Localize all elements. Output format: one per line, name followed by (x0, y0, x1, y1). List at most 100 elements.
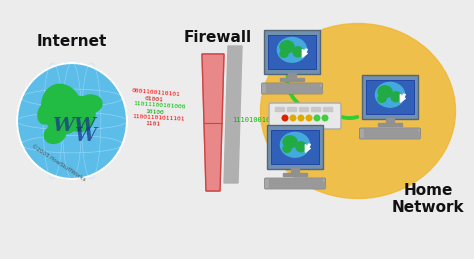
Text: 01001: 01001 (145, 96, 164, 103)
Bar (323, 107, 332, 111)
Bar (412, 132, 419, 134)
Bar (312, 185, 318, 187)
Circle shape (314, 115, 320, 121)
Bar (305, 179, 313, 181)
Ellipse shape (17, 63, 127, 179)
Bar (309, 182, 316, 184)
Circle shape (298, 115, 304, 121)
Ellipse shape (65, 97, 95, 132)
FancyBboxPatch shape (362, 75, 418, 119)
Ellipse shape (375, 82, 405, 107)
Bar (385, 135, 392, 137)
Ellipse shape (283, 136, 297, 148)
Circle shape (282, 115, 288, 121)
Bar (285, 182, 292, 184)
Ellipse shape (378, 95, 386, 102)
Ellipse shape (293, 47, 303, 57)
Ellipse shape (42, 84, 82, 134)
Ellipse shape (277, 38, 307, 62)
Polygon shape (202, 54, 224, 191)
Circle shape (290, 115, 296, 121)
Bar (302, 84, 310, 86)
Bar (396, 132, 403, 134)
Bar (282, 87, 289, 89)
Text: 11011100101000: 11011100101000 (133, 101, 186, 110)
Ellipse shape (281, 132, 310, 157)
Ellipse shape (391, 92, 401, 102)
Bar (391, 129, 399, 131)
Bar (277, 182, 283, 184)
FancyBboxPatch shape (264, 178, 325, 189)
Bar (386, 118, 394, 124)
FancyBboxPatch shape (264, 30, 320, 74)
Bar (319, 185, 325, 187)
Ellipse shape (280, 41, 294, 53)
Bar (269, 179, 277, 181)
Bar (400, 129, 408, 131)
Ellipse shape (296, 142, 306, 152)
Bar (272, 130, 319, 164)
Bar (269, 182, 276, 184)
Bar (382, 129, 390, 131)
Bar (400, 135, 406, 137)
Bar (301, 90, 308, 92)
Polygon shape (302, 49, 307, 57)
Bar (373, 129, 381, 131)
Bar (283, 173, 307, 176)
Bar (276, 185, 282, 187)
Bar (298, 87, 305, 89)
Bar (280, 90, 286, 92)
Polygon shape (224, 46, 242, 183)
Bar (301, 182, 308, 184)
Text: 10100: 10100 (145, 109, 164, 115)
Circle shape (306, 115, 312, 121)
Ellipse shape (280, 50, 288, 57)
Bar (314, 179, 322, 181)
Bar (265, 84, 273, 86)
Bar (317, 182, 324, 184)
Bar (380, 132, 387, 134)
Bar (378, 123, 402, 126)
Bar (306, 87, 313, 89)
Text: ©2003 HowStuffWorks: ©2003 HowStuffWorks (30, 143, 86, 182)
Bar (409, 129, 417, 131)
Bar (287, 179, 295, 181)
Bar (273, 87, 281, 89)
Bar (280, 78, 304, 81)
Text: Home
Network: Home Network (392, 183, 465, 215)
Text: 1101: 1101 (145, 121, 160, 127)
Text: WW: WW (52, 117, 96, 135)
Bar (372, 132, 379, 134)
Bar (278, 179, 286, 181)
Bar (364, 132, 371, 134)
Text: 11001101011101: 11001101011101 (132, 114, 185, 122)
Bar (404, 132, 411, 134)
Bar (290, 185, 296, 187)
Ellipse shape (78, 95, 102, 113)
Bar (293, 84, 301, 86)
Ellipse shape (283, 145, 291, 152)
Bar (305, 185, 311, 187)
Bar (316, 90, 322, 92)
Ellipse shape (261, 24, 456, 198)
Bar (311, 84, 319, 86)
FancyBboxPatch shape (262, 83, 322, 94)
Bar (364, 135, 370, 137)
Bar (275, 84, 283, 86)
Bar (299, 107, 308, 111)
Bar (298, 185, 304, 187)
Bar (392, 135, 399, 137)
Bar (296, 179, 304, 181)
Bar (314, 87, 321, 89)
Bar (287, 90, 293, 92)
Bar (275, 107, 284, 111)
Bar (371, 135, 377, 137)
Bar (265, 90, 272, 92)
Bar (268, 35, 316, 69)
Bar (309, 90, 315, 92)
Bar (378, 135, 384, 137)
FancyBboxPatch shape (267, 125, 323, 169)
Bar (388, 132, 395, 134)
FancyBboxPatch shape (269, 103, 341, 129)
Bar (283, 185, 289, 187)
